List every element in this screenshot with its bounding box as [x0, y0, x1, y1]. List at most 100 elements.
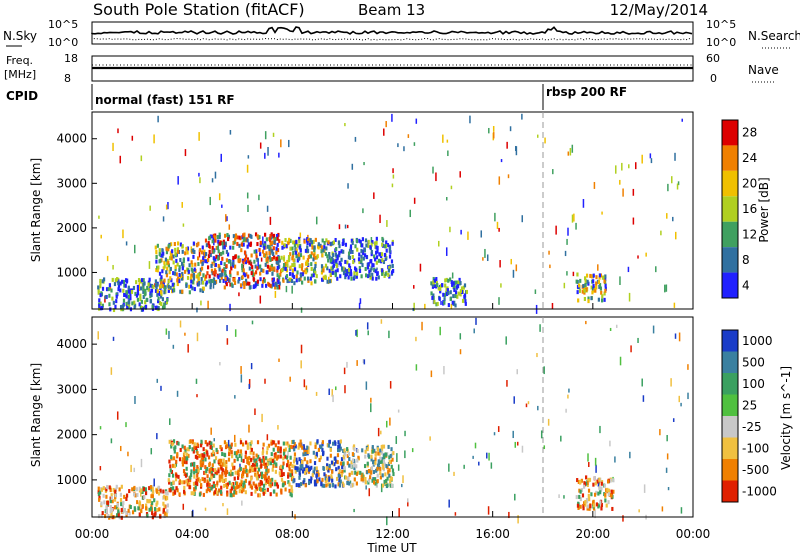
scatter-echo: [285, 285, 288, 293]
echo-cell: [142, 487, 146, 492]
echo-cell: [236, 271, 239, 276]
echo-cell: [247, 233, 251, 238]
echo-cell: [374, 457, 377, 462]
echo-cell: [105, 494, 108, 499]
echo-cell: [391, 241, 394, 246]
echo-cell: [275, 462, 278, 467]
echo-cell: [217, 256, 220, 261]
echo-cell: [267, 468, 270, 473]
echo-cell: [208, 483, 211, 488]
echo-cell: [172, 491, 175, 496]
echo-cell: [223, 267, 226, 272]
echo-cell: [224, 468, 227, 473]
echo-cell: [272, 282, 275, 287]
scatter-echo: [659, 429, 661, 436]
echo-cell: [266, 480, 270, 485]
echo-cell: [363, 247, 366, 252]
echo-cell: [264, 474, 267, 479]
scatter-echo: [588, 462, 590, 468]
echo-cell: [210, 268, 214, 273]
y-tick-label: 4000: [56, 337, 87, 351]
echo-cell: [200, 266, 204, 271]
echo-cell: [317, 242, 320, 247]
echo-cell: [347, 275, 350, 280]
echo-cell: [246, 281, 249, 286]
echo-cell: [271, 477, 274, 482]
echo-cell: [451, 300, 454, 305]
echo-cell: [306, 241, 309, 246]
echo-cell: [133, 507, 137, 512]
scatter-echo: [380, 430, 382, 435]
colorbar-tick-label: 20: [742, 177, 757, 191]
echo-cell: [370, 470, 373, 475]
scatter-echo: [398, 508, 400, 517]
echo-cell: [285, 274, 289, 279]
scatter-echo: [287, 450, 289, 458]
echo-cell: [273, 240, 276, 245]
scatter-echo: [368, 488, 371, 497]
echo-cell: [301, 263, 304, 268]
echo-cell: [125, 511, 128, 516]
echo-cell: [206, 482, 209, 487]
echo-cell: [168, 480, 171, 485]
echo-cell: [223, 285, 226, 290]
echo-cell: [193, 487, 196, 492]
echo-cell: [605, 488, 608, 493]
echo-cell: [101, 286, 105, 291]
echo-cell: [173, 490, 177, 495]
scatter-echo: [637, 337, 639, 343]
echo-cell: [348, 481, 351, 486]
echo-cell: [307, 450, 310, 455]
echo-cell: [166, 509, 169, 514]
echo-cell: [370, 466, 374, 471]
echo-cell: [246, 259, 249, 264]
echo-cell: [375, 250, 378, 255]
echo-cell: [276, 242, 279, 247]
echo-cell: [595, 490, 598, 495]
scatter-echo: [537, 405, 539, 411]
scatter-echo: [328, 388, 330, 395]
echo-cell: [158, 248, 161, 253]
scatter-echo: [643, 484, 646, 493]
echo-cell: [169, 266, 172, 271]
echo-cell: [145, 503, 148, 508]
scatter-echo: [649, 153, 652, 159]
echo-cell: [108, 485, 111, 490]
echo-cell: [265, 456, 268, 461]
echo-cell: [312, 470, 315, 475]
echo-cell: [577, 505, 580, 510]
echo-cell: [268, 282, 271, 287]
echo-cell: [201, 245, 204, 250]
echo-cell: [289, 252, 292, 257]
scatter-echo: [165, 328, 168, 335]
echo-cell: [576, 478, 579, 483]
echo-cell: [204, 259, 207, 264]
echo-cell: [255, 255, 258, 260]
echo-cell: [196, 455, 199, 460]
scatter-echo: [645, 252, 647, 257]
echo-cell: [299, 276, 302, 281]
echo-cell: [107, 513, 110, 518]
echo-cell: [297, 256, 301, 261]
scatter-echo: [438, 240, 440, 247]
echo-cell: [375, 468, 378, 473]
scatter-echo: [599, 425, 601, 434]
echo-cell: [261, 249, 265, 254]
echo-cell: [100, 487, 103, 492]
echo-cell: [194, 485, 197, 490]
echo-cell: [136, 284, 139, 289]
echo-cell: [221, 468, 224, 473]
echo-cell: [304, 248, 308, 253]
echo-cell: [230, 266, 233, 271]
scatter-echo: [451, 272, 454, 279]
echo-cell: [386, 476, 389, 481]
echo-cell: [586, 504, 589, 509]
echo-cell: [330, 474, 333, 479]
echo-cell: [236, 235, 239, 240]
scatter-echo: [157, 115, 159, 123]
echo-cell: [217, 249, 220, 254]
echo-cell: [172, 480, 175, 485]
echo-cell: [575, 495, 578, 500]
echo-cell: [268, 247, 271, 252]
scatter-echo: [429, 436, 431, 441]
